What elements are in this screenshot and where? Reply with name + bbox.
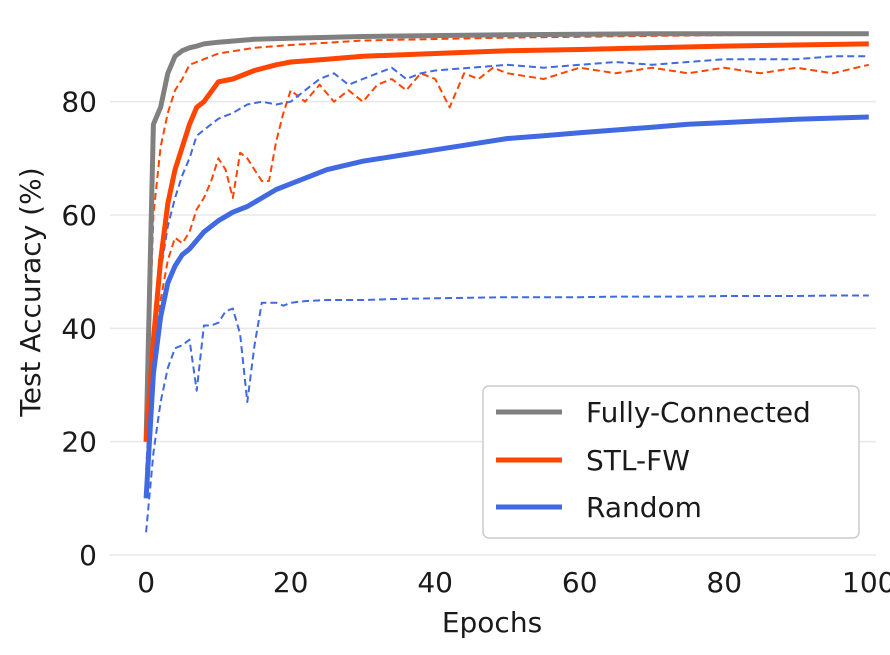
x-axis-ticks: 0 20 40 60 80 100 <box>137 566 890 599</box>
series-line-random <box>143 114 869 499</box>
series-line-random-upper <box>145 55 869 471</box>
x-tick-label: 80 <box>706 566 742 599</box>
x-tick-label: 20 <box>273 566 309 599</box>
y-tick-label: 0 <box>79 539 97 572</box>
series-line-stl-fw-upper <box>145 32 869 442</box>
x-tick-label: 0 <box>137 566 155 599</box>
legend-label-fully-connected: Fully-Connected <box>586 396 811 429</box>
y-tick-label: 20 <box>61 426 97 459</box>
legend-box <box>482 385 860 539</box>
x-tick-label: 60 <box>562 566 598 599</box>
y-axis-ticks: 0 20 40 60 80 <box>61 86 97 572</box>
x-tick-label: 40 <box>417 566 453 599</box>
y-tick-label: 60 <box>61 199 97 232</box>
series-line-stl-fw-lower <box>145 63 870 499</box>
y-tick-label: 40 <box>61 312 97 345</box>
series-line-fully-connected <box>143 31 869 442</box>
x-axis-label: Epochs <box>442 606 542 639</box>
legend-label-random: Random <box>586 491 702 524</box>
y-axis-label: Test Accuracy (%) <box>14 167 47 417</box>
legend: Fully-Connected STL-FW Random <box>482 385 860 539</box>
y-tick-label: 80 <box>61 86 97 119</box>
series-line-stl-fw <box>143 41 869 442</box>
series-line-random-lower <box>145 294 869 533</box>
legend-label-stl-fw: STL-FW <box>586 444 690 477</box>
series-lines <box>143 31 870 533</box>
x-tick-label: 100 <box>842 566 890 599</box>
